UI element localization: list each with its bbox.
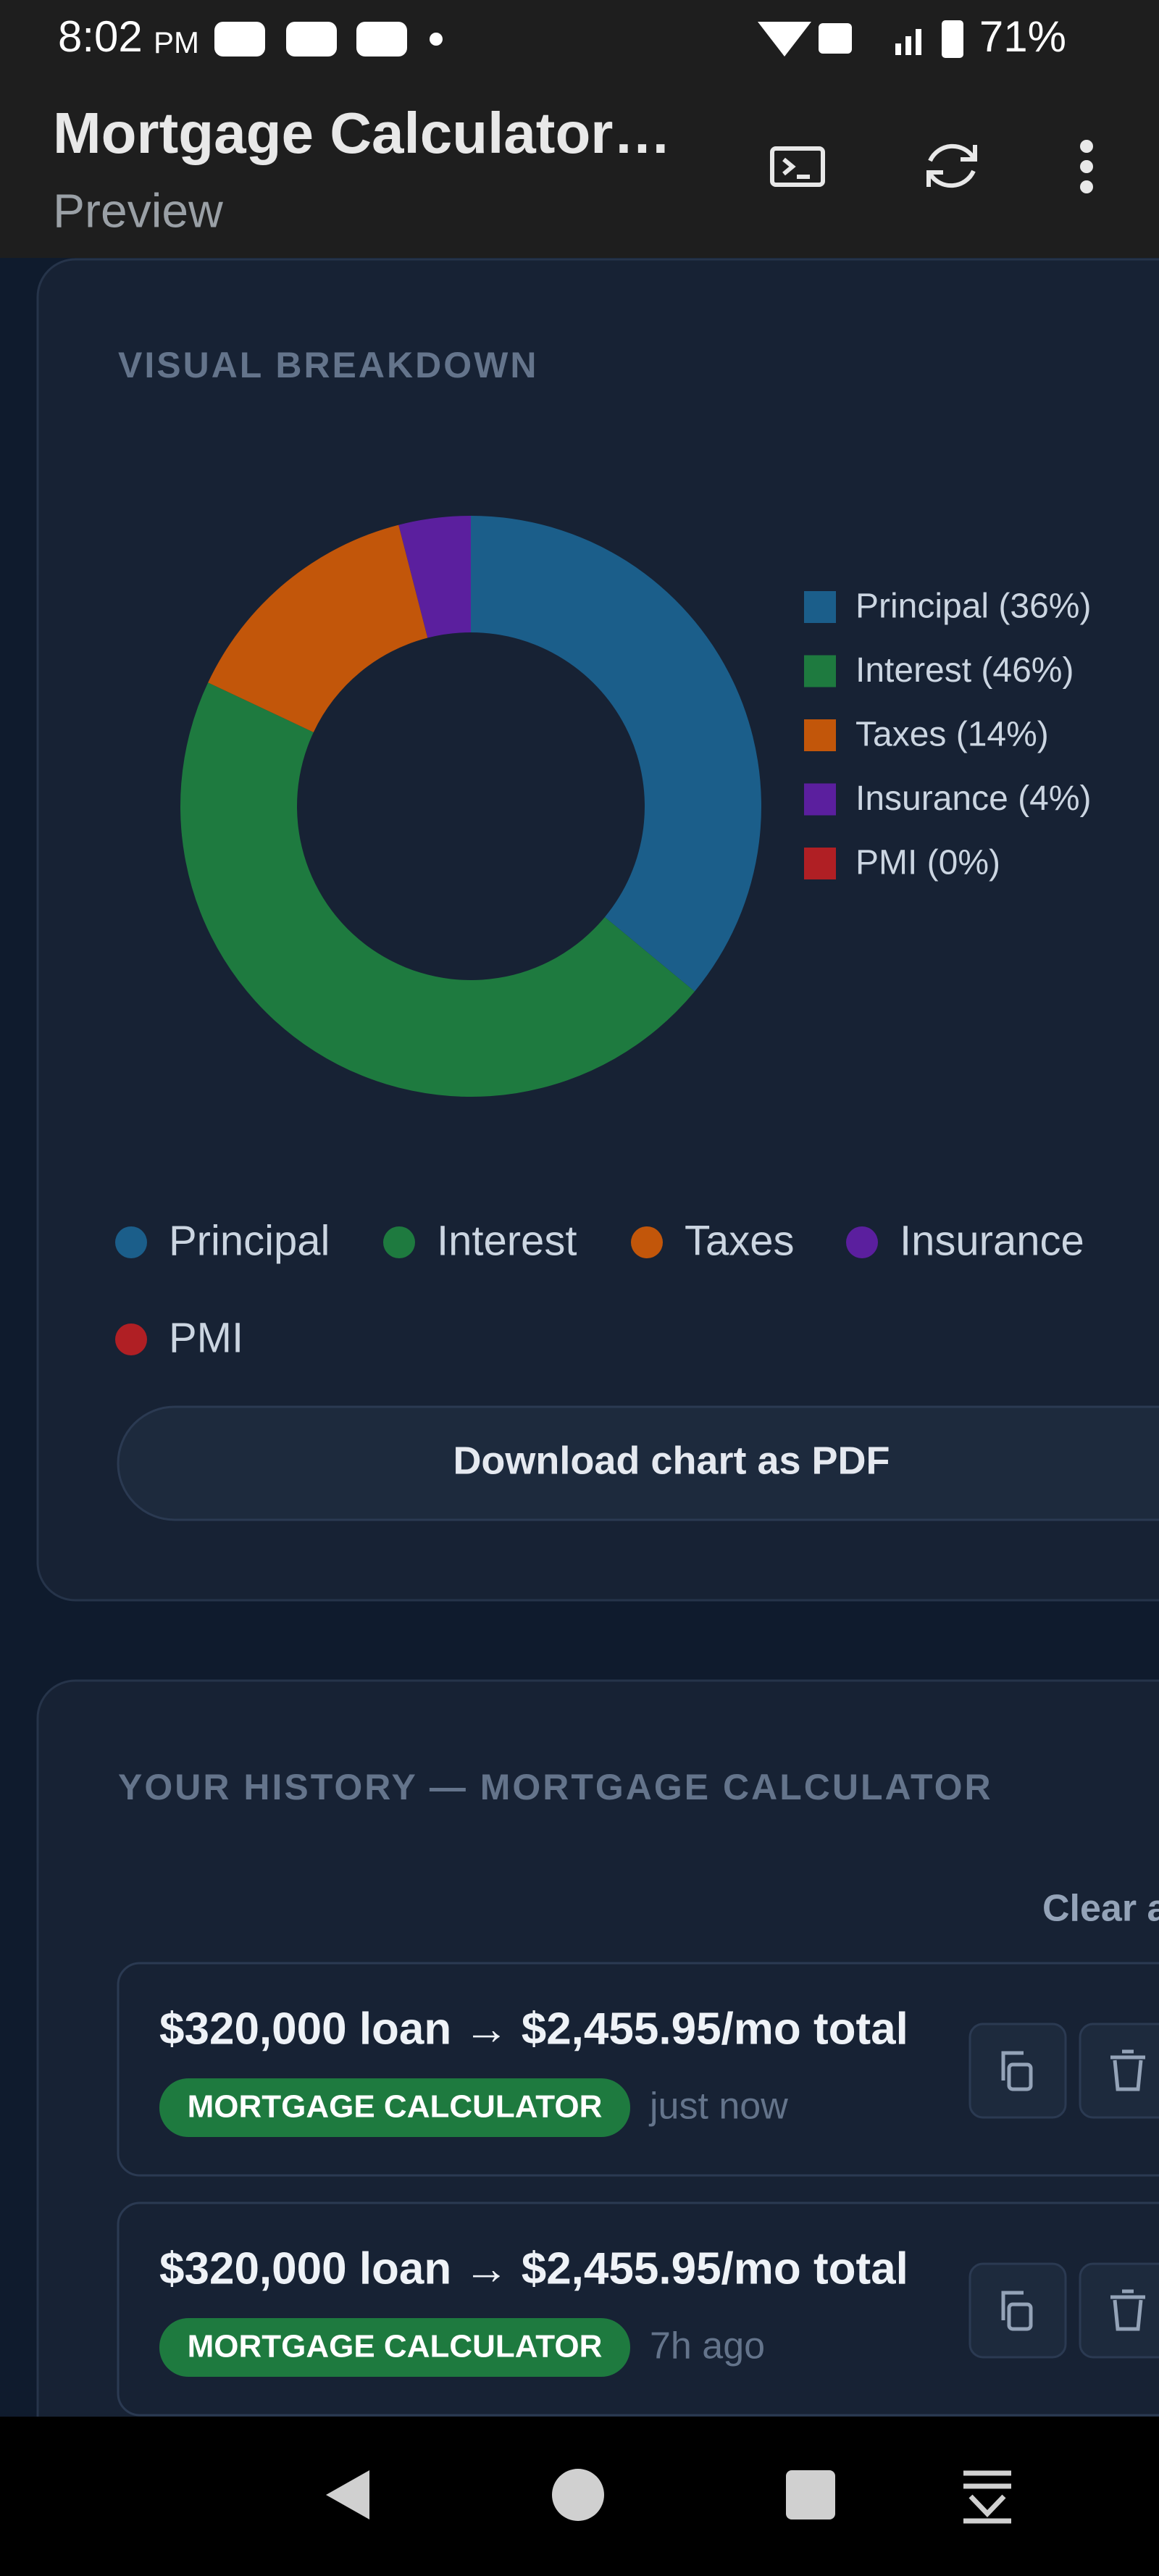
history-time: 7h ago	[650, 2325, 765, 2367]
legend-dot	[115, 1226, 147, 1258]
donut-slice	[471, 516, 761, 992]
battery-percent: 71%	[979, 12, 1066, 61]
legend-label: Taxes (14%)	[855, 716, 1049, 754]
copy-button[interactable]	[968, 2262, 1067, 2359]
system-icons	[758, 20, 963, 58]
app-subtitle: Preview	[53, 183, 223, 237]
donut-slice	[180, 682, 695, 1097]
legend-label: Principal (36%)	[855, 587, 1091, 626]
delete-button[interactable]	[1079, 2262, 1159, 2359]
download-button[interactable]	[117, 1405, 1159, 1521]
legend-dot	[383, 1226, 415, 1258]
legend-label: Taxes	[685, 1217, 795, 1264]
legend-label: PMI (0%)	[855, 844, 1000, 882]
tag-badge	[159, 2078, 630, 2137]
back-button[interactable]	[326, 2470, 369, 2519]
legend-swatch	[804, 591, 836, 623]
tag-badge	[159, 2318, 630, 2377]
recents-button[interactable]	[786, 2470, 835, 2519]
history-time: just now	[648, 2086, 788, 2128]
copy-icon	[1001, 2051, 1024, 2081]
legend-label: Interest (46%)	[855, 651, 1074, 690]
legend-swatch	[804, 783, 836, 816]
copy-button[interactable]	[968, 2023, 1067, 2119]
refresh-button[interactable]	[926, 143, 977, 188]
status-bar	[0, 0, 1159, 80]
section-heading: VISUAL BREAKDOWN	[118, 345, 538, 385]
copy-icon	[1001, 2291, 1024, 2320]
legend-label: Interest	[437, 1217, 577, 1264]
trash-icon	[1110, 2289, 1145, 2331]
legend-label: Insurance (4%)	[855, 779, 1091, 818]
home-button[interactable]	[552, 2469, 604, 2521]
legend-label: Insurance	[900, 1217, 1084, 1264]
trash-icon	[1110, 2049, 1145, 2091]
legend-swatch	[804, 719, 836, 751]
clear-button[interactable]: Clear all	[1042, 1888, 1159, 1930]
delete-button[interactable]	[1079, 2023, 1159, 2119]
clock-ampm: PM	[154, 25, 199, 59]
notification-icons	[214, 22, 443, 57]
clock: 8:02	[58, 12, 143, 61]
legend-label: Principal	[169, 1217, 330, 1264]
copy-icon	[1007, 2062, 1033, 2091]
tag-label: MORTGAGE CALCULATOR	[188, 2089, 603, 2125]
legend-swatch	[804, 655, 836, 687]
history-summary: $320,000 loan → $2,455.95/mo total	[159, 2243, 908, 2293]
legend-dot	[631, 1226, 663, 1258]
app-bar	[0, 80, 1159, 258]
overflow-menu-button[interactable]	[1080, 140, 1093, 193]
donut-slice	[398, 516, 471, 638]
donut-slice	[208, 524, 428, 732]
section-heading: YOUR HISTORY — MORTGAGE CALCULATOR	[118, 1767, 993, 1807]
legend-dot	[115, 1323, 147, 1355]
keyboard-hide-button[interactable]	[963, 2470, 1011, 2524]
download-button-label[interactable]: Download chart as PDF	[453, 1439, 890, 1482]
tag-label: MORTGAGE CALCULATOR	[188, 2329, 603, 2364]
legend-label: PMI	[169, 1314, 243, 1361]
history-list: $320,000 loan → $2,455.95/mo total MORTGA…	[117, 1962, 1159, 2417]
console-button[interactable]	[770, 146, 825, 187]
donut-chart: Principal (36%) Interest (46%) Taxes (14%)…	[115, 516, 1091, 1361]
history-summary: $320,000 loan → $2,455.95/mo total	[159, 2004, 908, 2054]
copy-icon	[1007, 2302, 1033, 2331]
legend-swatch	[804, 848, 836, 879]
app-title: Mortgage Calculator…	[53, 101, 671, 165]
legend-dot	[846, 1226, 878, 1258]
